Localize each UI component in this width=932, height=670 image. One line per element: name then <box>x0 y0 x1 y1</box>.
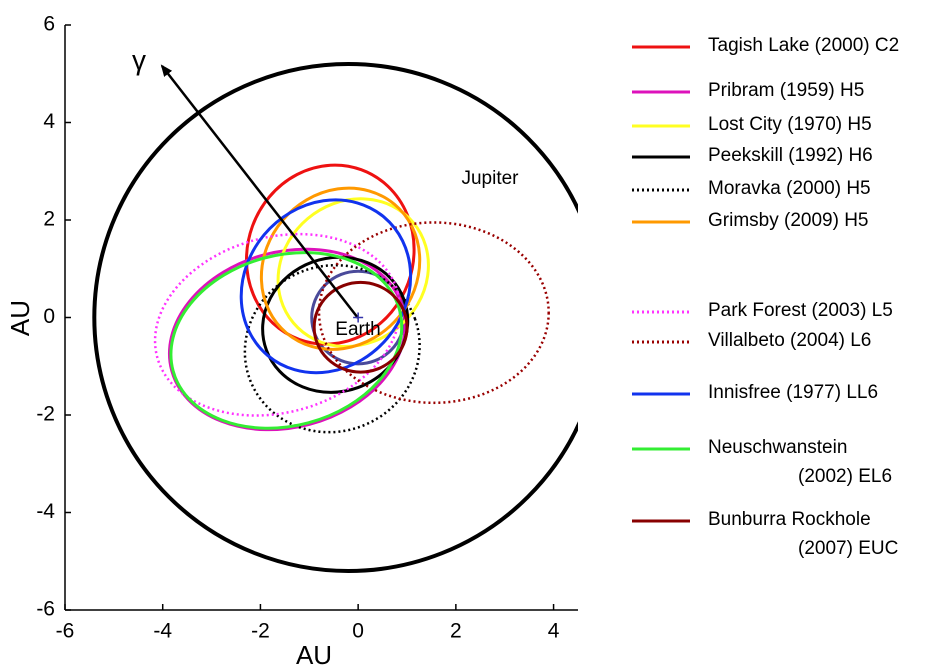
legend-swatch <box>632 155 690 159</box>
orbit <box>243 263 421 434</box>
orbit <box>245 163 416 346</box>
y-tick-label: 4 <box>43 110 55 133</box>
orbit <box>312 280 409 374</box>
y-tick-label: 0 <box>43 305 55 328</box>
legend-swatch <box>632 392 690 396</box>
legend-label: Moravka (2000) H5 <box>708 178 871 199</box>
direction-arrow <box>160 64 359 319</box>
legend-swatch <box>632 90 690 94</box>
orbit <box>169 251 404 430</box>
y-axis-label: AU <box>5 300 35 336</box>
legend-swatch <box>632 519 690 523</box>
orbit <box>153 232 402 417</box>
legend-label: Villalbeto (2004) L6 <box>708 330 872 351</box>
orbit <box>317 221 550 405</box>
x-tick-label: -2 <box>251 620 270 643</box>
orbit <box>259 186 422 351</box>
legend-label: Tagish Lake (2000) C2 <box>708 35 900 56</box>
y-tick-label: 2 <box>43 208 55 231</box>
orbit <box>276 197 430 349</box>
orbit <box>239 198 413 375</box>
reference-label: Earth <box>335 319 380 340</box>
legend-swatch <box>632 310 690 314</box>
legend-swatch <box>632 447 690 451</box>
x-axis-label: AU <box>296 640 332 670</box>
legend-label: Neuschwanstein (2002) EL6 <box>708 437 893 487</box>
legend-label: Peekskill (1992) H6 <box>708 145 873 166</box>
legend-swatch <box>632 188 690 192</box>
orbit <box>261 255 410 394</box>
x-tick-label: -4 <box>153 620 172 643</box>
reference-label: Jupiter <box>461 168 519 189</box>
legend-label: Park Forest (2003) L5 <box>708 300 893 321</box>
legend-label: Grimsby (2009) H5 <box>708 210 869 231</box>
legend-swatch <box>632 220 690 224</box>
legend-swatch <box>632 45 690 49</box>
x-tick-label: 2 <box>450 620 462 643</box>
y-tick-label: -6 <box>36 598 55 621</box>
legend-label: Lost City (1970) H5 <box>708 114 872 135</box>
y-tick-label: 6 <box>43 13 55 36</box>
y-tick-label: -4 <box>36 500 55 523</box>
legend-label: Pribram (1959) H5 <box>708 80 865 101</box>
legend-swatch <box>632 340 690 344</box>
reference-orbit <box>92 62 578 573</box>
x-tick-label: 0 <box>352 620 364 643</box>
direction-label: γ <box>132 44 146 75</box>
legend-swatch <box>632 124 690 128</box>
sun-marker <box>353 312 364 323</box>
chart: γ AU AU -6 -4 -2 0 2 4 -6 -4 -2 0 2 4 6 Jupiter Earth <box>5 13 578 670</box>
legend: Tagish Lake (2000) C2 Pribram (1959) H5 Lo… <box>630 0 930 670</box>
legend-label: Bunburra Rockhole (2007) EUC <box>708 509 899 559</box>
x-tick-label: 4 <box>548 620 560 643</box>
x-tick-label: -6 <box>56 620 75 643</box>
legend-label: Innisfree (1977) LL6 <box>708 382 879 403</box>
y-tick-label: -2 <box>36 403 55 426</box>
plot-area <box>92 62 578 573</box>
